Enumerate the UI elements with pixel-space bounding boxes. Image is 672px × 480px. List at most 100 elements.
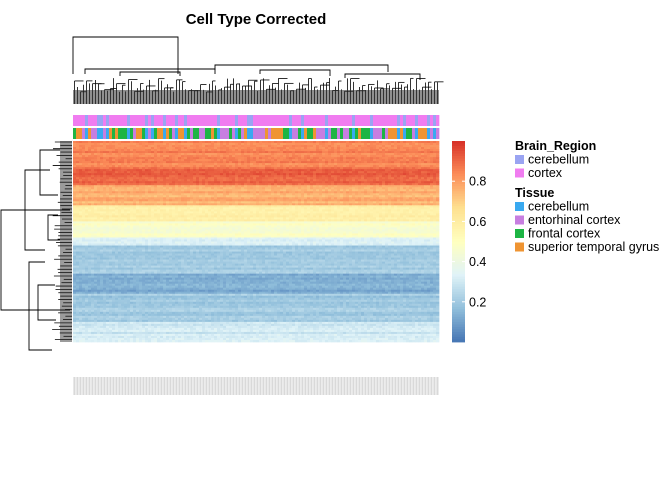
heatmap-cell xyxy=(112,201,116,204)
heatmap-cell xyxy=(235,183,239,186)
heatmap-cell xyxy=(265,183,269,186)
heatmap-cell xyxy=(217,197,221,200)
heatmap-cell xyxy=(223,205,227,208)
heatmap-cell xyxy=(337,213,341,216)
heatmap-cell xyxy=(154,193,158,196)
heatmap-cell xyxy=(307,181,311,184)
heatmap-cell xyxy=(304,177,308,180)
heatmap-cell xyxy=(142,157,146,160)
heatmap-cell xyxy=(427,171,431,174)
heatmap-cell xyxy=(172,205,176,208)
heatmap-cell xyxy=(304,151,308,154)
heatmap-cell xyxy=(292,191,296,194)
heatmap-cell xyxy=(172,167,176,170)
heatmap-cell xyxy=(205,165,209,168)
heatmap-cell xyxy=(436,211,440,214)
heatmap-cell xyxy=(88,203,92,206)
heatmap-cell xyxy=(433,177,437,180)
heatmap-cell xyxy=(406,153,410,156)
heatmap-cell xyxy=(418,183,422,186)
heatmap-cell xyxy=(367,197,371,200)
heatmap-cell xyxy=(91,175,95,178)
heatmap-cell xyxy=(325,161,329,164)
heatmap-cell xyxy=(373,177,377,180)
heatmap-cell xyxy=(373,161,377,164)
tissue-cell xyxy=(379,128,383,139)
heatmap-cell xyxy=(400,171,404,174)
heatmap-cell xyxy=(157,151,161,154)
heatmap-cell xyxy=(109,187,113,190)
heatmap-cell xyxy=(121,183,125,186)
heatmap-cell xyxy=(346,151,350,154)
heatmap-cell xyxy=(286,199,290,202)
heatmap-cell xyxy=(418,147,422,150)
heatmap-cell xyxy=(100,207,104,210)
heatmap-cell xyxy=(415,211,419,214)
heatmap-cell xyxy=(115,145,119,148)
heatmap-cell xyxy=(196,145,200,148)
heatmap-cell xyxy=(310,151,314,154)
heatmap-cell xyxy=(400,197,404,200)
heatmap-cell xyxy=(124,205,128,208)
heatmap-cell xyxy=(406,203,410,206)
heatmap-cell xyxy=(337,205,341,208)
heatmap-cell xyxy=(223,161,227,164)
heatmap-cell xyxy=(181,203,185,206)
heatmap-cell xyxy=(250,211,254,214)
heatmap-cell xyxy=(133,181,137,184)
heatmap-cell xyxy=(310,159,314,162)
heatmap-cell xyxy=(385,145,389,148)
heatmap-cell xyxy=(226,203,230,206)
heatmap-cell xyxy=(397,205,401,208)
heatmap-cell xyxy=(436,193,440,196)
heatmap-cell xyxy=(214,203,218,206)
heatmap-cell xyxy=(370,185,374,188)
heatmap-cell xyxy=(121,181,125,184)
heatmap-cell xyxy=(85,175,89,178)
heatmap-cell xyxy=(400,207,404,210)
heatmap-cell xyxy=(271,155,275,158)
heatmap-cell xyxy=(430,157,434,160)
heatmap-cell xyxy=(139,167,143,170)
heatmap-cell xyxy=(394,153,398,156)
heatmap-cell xyxy=(139,193,143,196)
brain-region-cell xyxy=(388,115,392,126)
heatmap-cell xyxy=(382,145,386,148)
heatmap-cell xyxy=(163,147,167,150)
heatmap-cell xyxy=(214,143,218,146)
heatmap-cell xyxy=(76,185,80,188)
heatmap-cell xyxy=(190,209,194,212)
heatmap-cell xyxy=(436,189,440,192)
heatmap-cell xyxy=(220,209,224,212)
heatmap-cell xyxy=(193,213,197,216)
heatmap-cell xyxy=(118,191,122,194)
heatmap-cell xyxy=(322,179,326,182)
heatmap-cell xyxy=(316,175,320,178)
heatmap-cell xyxy=(193,177,197,180)
heatmap-cell xyxy=(226,145,230,148)
heatmap-cell xyxy=(163,205,167,208)
heatmap-cell xyxy=(259,207,263,210)
heatmap-cell xyxy=(316,151,320,154)
heatmap-cell xyxy=(397,169,401,172)
heatmap-cell xyxy=(376,197,380,200)
heatmap-cell xyxy=(76,175,80,178)
heatmap-cell xyxy=(142,185,146,188)
heatmap-cell xyxy=(100,205,104,208)
heatmap-cell xyxy=(169,145,173,148)
heatmap-cell xyxy=(127,211,131,214)
heatmap-cell xyxy=(415,167,419,170)
heatmap-cell xyxy=(94,179,98,182)
heatmap-cell xyxy=(133,199,137,202)
tissue-cell xyxy=(223,128,227,139)
heatmap-cell xyxy=(232,197,236,200)
heatmap-cell xyxy=(283,175,287,178)
heatmap-cell xyxy=(130,167,134,170)
heatmap-cell xyxy=(238,173,242,176)
heatmap-cell xyxy=(172,193,176,196)
heatmap-cell xyxy=(334,149,338,152)
heatmap-cell xyxy=(133,171,137,174)
heatmap-cell xyxy=(280,155,284,158)
heatmap-cell xyxy=(424,187,428,190)
brain-region-cell xyxy=(178,115,182,126)
